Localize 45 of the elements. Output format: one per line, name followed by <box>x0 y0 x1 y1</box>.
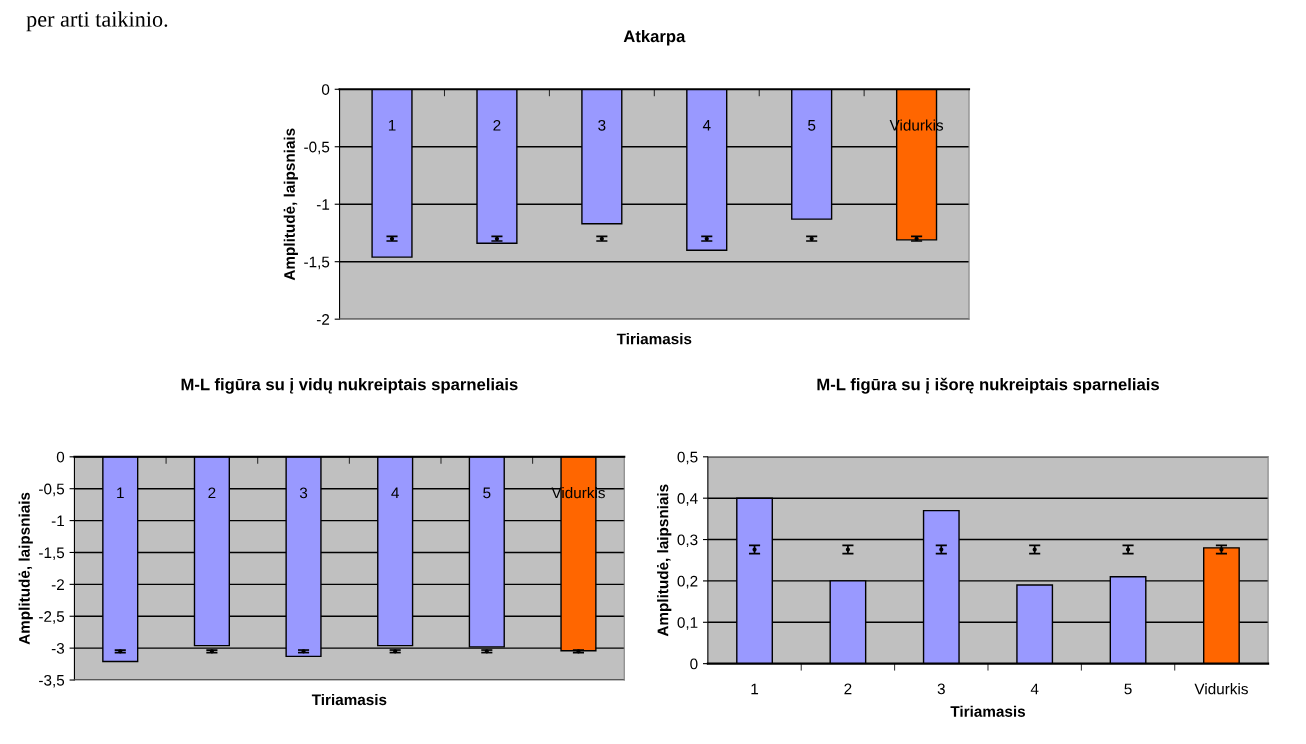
x-tick-label: 3 <box>937 683 945 695</box>
y-tick-label: -1 <box>316 199 330 210</box>
y-tick-label: -2 <box>51 579 64 590</box>
y-tick-label: -1,5 <box>304 256 330 270</box>
x-axis-title: Tiriamasis <box>950 705 1026 717</box>
x-tick-label: 1 <box>388 120 396 131</box>
x-tick-label: 2 <box>493 119 501 131</box>
x-tick-label: Vidurkis <box>1194 683 1248 695</box>
x-axis-title: Tiriamasis <box>616 333 692 345</box>
chart-title: M-L figūra su į vidų nukreiptais sparneliais <box>181 378 518 394</box>
y-tick-label: -1,5 <box>39 547 65 560</box>
y-tick-label: 0,3 <box>677 534 698 548</box>
x-tick-label: 4 <box>1030 683 1039 695</box>
y-tick-label: 0,1 <box>677 617 698 630</box>
y-tick-label: -1 <box>51 515 64 527</box>
y-axis-title: Amplitudė, laipsniais <box>283 128 298 281</box>
x-tick-label: 4 <box>391 487 399 499</box>
y-tick-label: 0 <box>690 658 698 670</box>
y-axis-title: Amplitudė, laipsniais <box>18 492 33 645</box>
x-tick-label: 2 <box>844 683 852 695</box>
y-tick-label: -0,5 <box>39 483 65 497</box>
y-tick-label: 0 <box>56 451 65 463</box>
y-tick-label: -2 <box>316 314 330 325</box>
y-tick-label: 0,4 <box>677 493 698 506</box>
x-tick-label: 4 <box>702 120 711 131</box>
x-tick-label: 3 <box>598 119 606 131</box>
y-axis-title: Amplitudė, laipsniais <box>657 484 672 637</box>
chart-title: M-L figūra su į išorę nukreiptais sparneliais <box>817 377 1159 394</box>
x-tick-label: 3 <box>299 487 308 499</box>
x-tick-label: 1 <box>117 487 124 499</box>
x-axis-title: Tiriamasis <box>311 693 387 706</box>
text: per arti taikinio. <box>26 11 168 32</box>
y-tick-label: -0,5 <box>304 141 330 155</box>
y-tick-label: 0 <box>321 84 330 95</box>
y-tick-label: -3,5 <box>39 674 65 688</box>
x-tick-label: 5 <box>1124 683 1132 695</box>
y-tick-label: -3 <box>51 643 65 654</box>
x-tick-label: 5 <box>808 120 816 131</box>
chart-title: Atkarpa <box>623 29 686 46</box>
x-tick-label: 5 <box>483 487 491 499</box>
x-tick-label: 1 <box>751 683 759 695</box>
y-tick-label: 0,2 <box>677 575 698 589</box>
y-tick-label: 0,5 <box>677 451 698 465</box>
y-tick-label: -2,5 <box>39 611 65 624</box>
x-tick-label: 2 <box>208 487 216 499</box>
